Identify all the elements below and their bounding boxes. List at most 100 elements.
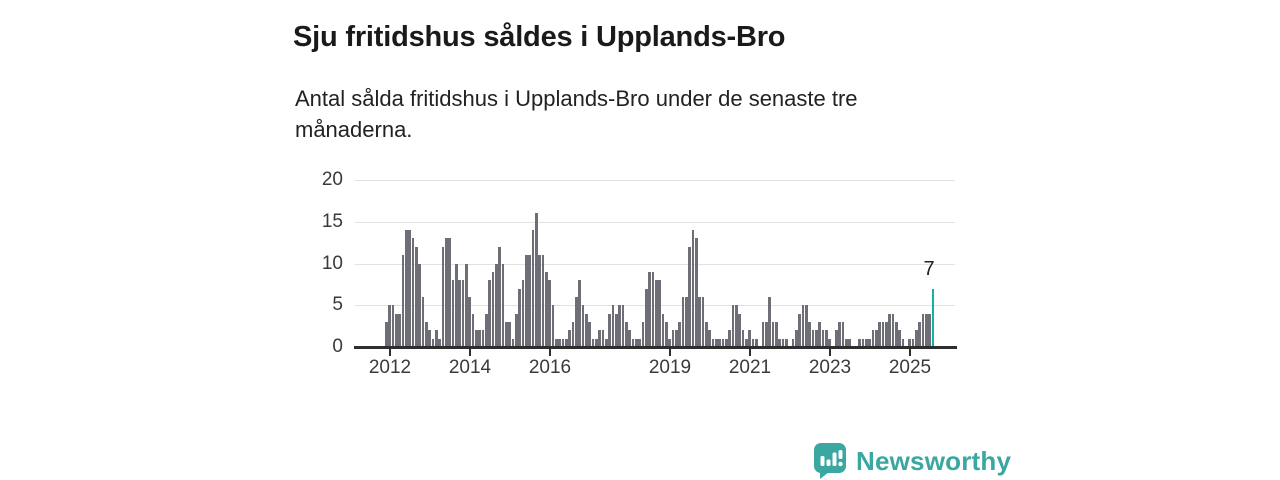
brand-name[interactable]: Newsworthy (856, 446, 1012, 476)
y-axis-label-5: 5 (332, 294, 343, 316)
bar (735, 305, 738, 347)
x-axis-label-2014: 2014 (448, 357, 492, 378)
plot-area (355, 180, 955, 347)
bar (858, 338, 862, 347)
bar (728, 330, 732, 347)
bar (595, 338, 598, 347)
bar (555, 338, 558, 347)
bar (418, 263, 422, 347)
bar (661, 313, 665, 347)
bar (611, 305, 615, 347)
bar (451, 280, 455, 347)
bar (411, 238, 415, 347)
bar (465, 263, 468, 347)
bar (915, 330, 918, 347)
bar (481, 330, 485, 347)
bar (658, 280, 662, 347)
bar (818, 321, 822, 347)
bar (675, 330, 678, 347)
x-axis-label-2012: 2012 (368, 357, 412, 378)
bar (875, 330, 878, 347)
gridline-y-10 (355, 263, 955, 265)
bar (745, 338, 748, 347)
bar-highlight-latest (931, 288, 935, 347)
bar (405, 230, 408, 347)
bar (721, 338, 725, 347)
bar (551, 305, 555, 347)
bar (571, 321, 575, 347)
bar (515, 313, 518, 347)
bar (828, 338, 832, 347)
bar (861, 338, 865, 347)
x-axis-line (354, 346, 957, 349)
bar (558, 338, 562, 347)
newsworthy-logo-icon (813, 443, 847, 480)
bar (655, 280, 658, 347)
bar (838, 321, 842, 347)
y-axis-label-0: 0 (332, 336, 343, 357)
bar (648, 271, 652, 347)
bar (901, 338, 905, 347)
y-axis-label-20: 20 (321, 169, 343, 190)
newsworthy-logo[interactable]: Newsworthy (813, 443, 1011, 480)
bar (575, 296, 578, 347)
bar (778, 338, 782, 347)
bar (805, 305, 808, 347)
x-axis-label-2023: 2023 (808, 357, 852, 378)
bar (631, 338, 635, 347)
bar (808, 321, 812, 347)
bar (698, 296, 702, 347)
bar (678, 321, 682, 347)
bar (385, 321, 388, 347)
x-tick-2016 (549, 349, 551, 356)
x-tick-2021 (749, 349, 751, 356)
chart-subtitle-line1: Antal sålda fritidshus i Upplands-Bro un… (295, 86, 858, 111)
bar (928, 313, 932, 347)
bar (471, 313, 475, 347)
bar (415, 246, 418, 347)
bar (511, 338, 515, 347)
bar (918, 321, 922, 347)
x-tick-2025 (909, 349, 911, 356)
bar (908, 338, 912, 347)
bar (878, 321, 882, 347)
bar (628, 330, 632, 347)
bar (518, 288, 522, 347)
bar (668, 338, 672, 347)
gridline-y-20 (355, 180, 955, 181)
bar (508, 321, 512, 347)
bar (428, 330, 432, 347)
bar (468, 296, 472, 347)
x-axis-label-2021: 2021 (728, 357, 772, 378)
bar (725, 338, 728, 347)
bar (841, 321, 845, 347)
bar (525, 255, 528, 347)
bar (771, 321, 775, 347)
x-tick-2019 (669, 349, 671, 356)
bar (441, 246, 445, 347)
bar (641, 321, 645, 347)
bar (755, 338, 758, 347)
x-axis-label-2016: 2016 (528, 357, 572, 378)
x-axis-label-2019: 2019 (648, 357, 692, 378)
bar (785, 338, 788, 347)
bar (911, 338, 915, 347)
bar (501, 263, 505, 347)
bar (541, 255, 545, 347)
bar (665, 321, 668, 347)
bar (751, 338, 755, 347)
bar (795, 330, 798, 347)
bar (601, 330, 605, 347)
bar (898, 330, 902, 347)
bar (798, 313, 802, 347)
bar (651, 271, 655, 347)
bar (455, 263, 458, 347)
bar (718, 338, 722, 347)
bar (681, 296, 685, 347)
bar (475, 330, 478, 347)
bar (445, 238, 448, 347)
bar (715, 338, 718, 347)
bar (578, 280, 582, 347)
bar (388, 305, 392, 347)
